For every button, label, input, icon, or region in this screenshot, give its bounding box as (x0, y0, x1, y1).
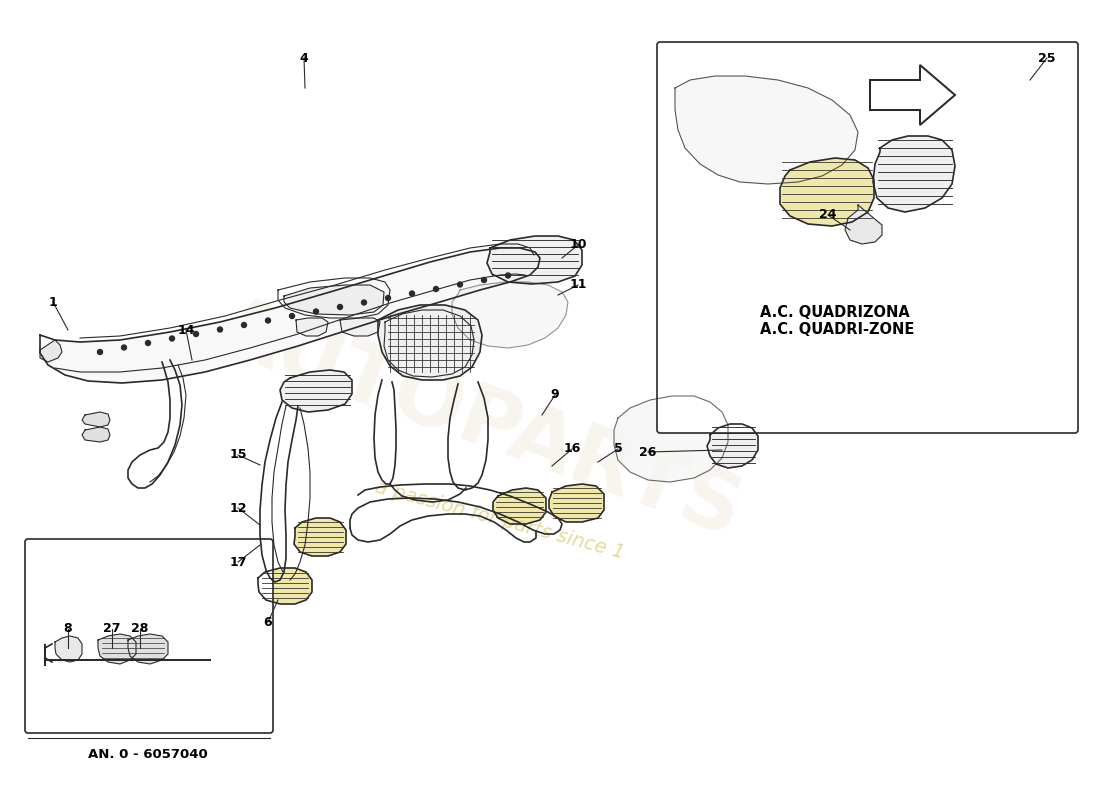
Polygon shape (82, 427, 110, 442)
Circle shape (482, 278, 486, 282)
Circle shape (98, 350, 102, 354)
Polygon shape (296, 318, 328, 336)
Polygon shape (258, 568, 312, 604)
Circle shape (506, 273, 510, 278)
Polygon shape (707, 424, 758, 468)
Polygon shape (493, 488, 546, 524)
Text: 27: 27 (103, 622, 121, 635)
Text: a passion for parts since 1: a passion for parts since 1 (373, 478, 627, 562)
Text: AN. 0 - 6057040: AN. 0 - 6057040 (88, 748, 208, 761)
Circle shape (218, 327, 222, 332)
Polygon shape (378, 305, 482, 380)
Text: 12: 12 (229, 502, 246, 514)
Polygon shape (614, 396, 728, 482)
Circle shape (433, 286, 439, 291)
Text: 16: 16 (563, 442, 581, 455)
Text: 26: 26 (639, 446, 657, 458)
Circle shape (409, 291, 415, 296)
Polygon shape (340, 318, 379, 336)
Circle shape (145, 341, 151, 346)
Text: 14: 14 (177, 323, 195, 337)
Polygon shape (82, 412, 110, 427)
Text: 15: 15 (229, 449, 246, 462)
Circle shape (338, 305, 342, 310)
Text: AUTOPARTS: AUTOPARTS (207, 287, 754, 553)
Circle shape (289, 314, 295, 318)
Circle shape (265, 318, 271, 323)
Polygon shape (284, 285, 384, 315)
Text: 9: 9 (551, 389, 559, 402)
Text: 8: 8 (64, 622, 73, 635)
Polygon shape (40, 248, 540, 383)
Text: 6: 6 (264, 615, 273, 629)
Text: 11: 11 (570, 278, 586, 291)
FancyBboxPatch shape (25, 539, 273, 733)
Polygon shape (128, 634, 168, 664)
Circle shape (242, 322, 246, 327)
Text: 28: 28 (131, 622, 149, 635)
Circle shape (385, 295, 390, 301)
Circle shape (458, 282, 462, 287)
Polygon shape (845, 205, 882, 244)
Text: 24: 24 (820, 209, 837, 222)
Text: 1: 1 (48, 295, 57, 309)
Polygon shape (873, 136, 955, 212)
Text: 10: 10 (570, 238, 586, 251)
Circle shape (362, 300, 366, 305)
Text: A.C. QUADRIZONA: A.C. QUADRIZONA (760, 305, 910, 320)
Polygon shape (780, 158, 874, 226)
Polygon shape (98, 634, 136, 664)
Circle shape (169, 336, 175, 341)
Polygon shape (55, 636, 82, 662)
Text: 4: 4 (299, 51, 308, 65)
Circle shape (194, 331, 198, 337)
FancyBboxPatch shape (657, 42, 1078, 433)
Polygon shape (294, 518, 346, 556)
Text: 5: 5 (614, 442, 623, 455)
Polygon shape (675, 76, 858, 184)
Polygon shape (487, 236, 582, 284)
Circle shape (314, 309, 319, 314)
Circle shape (121, 345, 126, 350)
Polygon shape (452, 282, 568, 348)
Polygon shape (549, 484, 604, 522)
Polygon shape (40, 340, 62, 362)
Text: A.C. QUADRI-ZONE: A.C. QUADRI-ZONE (760, 322, 914, 337)
Polygon shape (870, 65, 955, 125)
Text: 17: 17 (229, 555, 246, 569)
Polygon shape (280, 370, 352, 412)
Text: 25: 25 (1038, 51, 1056, 65)
